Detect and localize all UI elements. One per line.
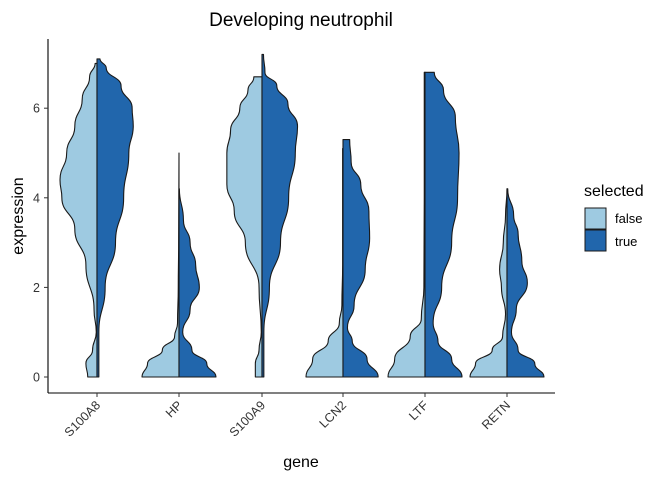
violin-hp-true — [178, 188, 217, 378]
violin-s100a8-false — [59, 62, 98, 378]
violin-s100a9-false — [226, 76, 263, 378]
legend-label-true: true — [615, 234, 637, 249]
violin-hp-false — [141, 152, 180, 378]
violin-s100a8-true — [96, 58, 134, 378]
x-tick-label-hp: HP — [163, 398, 185, 420]
x-tick-label-s100a9: S100A9 — [227, 398, 268, 439]
legend-label-false: false — [615, 211, 642, 226]
violins-layer — [59, 53, 545, 378]
x-tick-label-s100a8: S100A8 — [62, 398, 103, 439]
x-tick-label-retn: RETN — [479, 398, 513, 432]
y-tick-label: 2 — [33, 281, 40, 295]
axes-layer — [47, 39, 555, 394]
legend-swatch-false — [584, 207, 607, 230]
violin-ltf-true — [424, 71, 463, 378]
y-axis-title: expression — [10, 177, 27, 254]
x-tick-label-ltf: LTF — [406, 398, 431, 423]
violin-lcn2-false — [305, 147, 344, 378]
y-tick-label: 4 — [33, 191, 40, 205]
violin-s100a9-true — [261, 53, 299, 378]
legend-swatch-true — [584, 229, 607, 252]
x-axis-title: gene — [283, 454, 319, 471]
y-ticks: 0 2 4 6 — [33, 102, 48, 385]
y-tick-label: 0 — [33, 371, 40, 385]
violin-lcn2-true — [342, 139, 379, 378]
x-ticks: S100A8 HP S100A9 LCN2 LTF RETN — [62, 393, 513, 440]
legend-title: selected — [584, 183, 644, 200]
x-tick-label-lcn2: LCN2 — [317, 398, 350, 431]
y-tick-label: 6 — [33, 102, 40, 116]
chart-title: Developing neutrophil — [209, 10, 393, 31]
legend: selected false true — [584, 183, 644, 252]
violin-ltf-false — [387, 71, 426, 378]
violin-retn-false — [469, 188, 508, 378]
violin-retn-true — [506, 188, 545, 378]
